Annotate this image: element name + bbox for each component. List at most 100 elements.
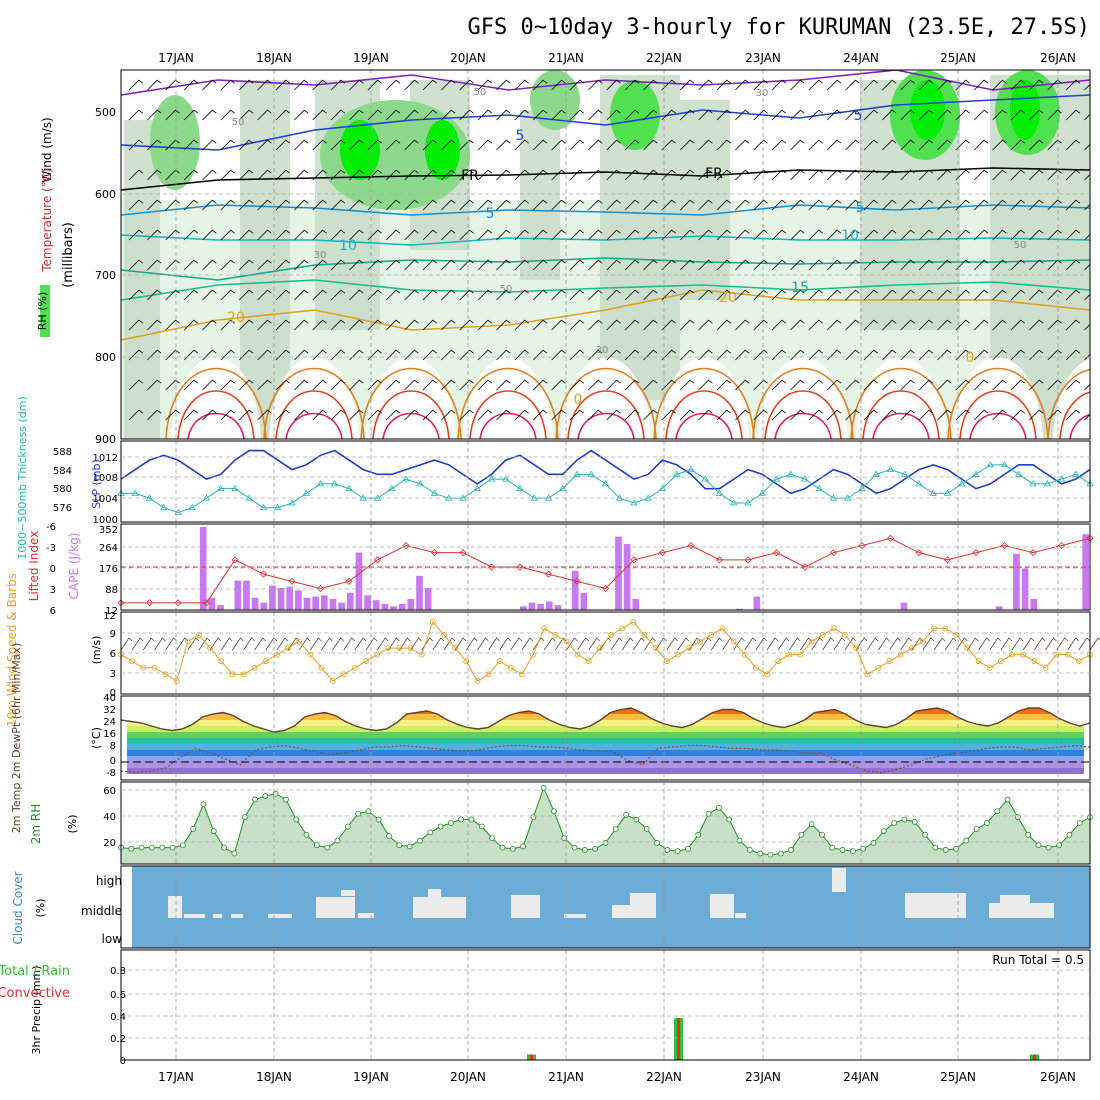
wind10-barb	[599, 637, 612, 651]
wind10-point	[441, 632, 447, 638]
wind-barb	[275, 199, 291, 211]
contour-label: 5	[486, 206, 495, 222]
wind-barb	[330, 199, 346, 211]
wind-barb	[477, 109, 493, 121]
wind-barb	[661, 229, 676, 241]
wind10-point	[786, 651, 793, 658]
wind-barb	[643, 409, 658, 421]
wind-barb	[496, 109, 511, 121]
temp-color-band	[127, 720, 1084, 726]
thickness-point	[416, 480, 424, 487]
rh2m-point	[767, 851, 774, 858]
wind-barb	[753, 199, 768, 211]
dry-bell	[856, 357, 946, 439]
wind-barb	[937, 109, 952, 121]
wind10-barb	[844, 637, 857, 651]
wind10-point	[574, 651, 581, 658]
wind-barb	[882, 319, 897, 331]
wind10-barb	[298, 637, 311, 651]
thickness-point	[1015, 470, 1023, 477]
wind10-barb	[777, 637, 790, 651]
wind-barb	[1010, 349, 1026, 361]
wind-barb	[1010, 259, 1026, 271]
wind-barb	[1029, 409, 1044, 421]
rh2m-point	[468, 816, 475, 823]
thickness-point	[758, 489, 766, 496]
wind-barb	[679, 169, 695, 181]
wind-barb	[477, 409, 493, 421]
temp-contour-warm	[479, 412, 537, 439]
wind-barb	[661, 409, 676, 421]
wind-barb	[459, 199, 474, 211]
wind-barb	[845, 169, 860, 181]
precip-label-total: Total / Rain	[0, 964, 70, 979]
wind10-unit: (m/s)	[90, 636, 103, 665]
rh2m-point	[1025, 831, 1032, 838]
wind10-barb	[454, 637, 467, 651]
wind-barb	[992, 139, 1007, 151]
wind-barb	[992, 379, 1007, 391]
wind-barb	[165, 229, 180, 241]
rh2m-point	[551, 808, 557, 815]
run-total: Run Total = 0.5	[992, 953, 1084, 967]
wind-barb	[588, 169, 603, 181]
cape-bar	[424, 588, 432, 610]
wind-barb	[955, 169, 970, 181]
wind-barb	[569, 199, 585, 211]
rh2m-point	[138, 844, 145, 851]
wind-barb	[477, 229, 493, 241]
wind-barb	[826, 409, 842, 421]
wind-barb	[937, 169, 952, 181]
contour-label: 30	[756, 88, 769, 99]
wind-barb	[404, 199, 419, 211]
cape-bar	[303, 597, 311, 610]
wind-barb	[826, 139, 842, 151]
upper-ytick: 600	[95, 188, 116, 201]
thickness-point	[901, 470, 909, 477]
wind-barb	[496, 79, 511, 91]
wind-barb	[753, 289, 768, 301]
wind10-point	[1075, 658, 1082, 665]
wind-barb	[790, 139, 805, 151]
wind10-barb	[254, 637, 266, 651]
wind10-barb	[677, 637, 690, 651]
wind-barb	[422, 169, 438, 181]
wind-barb	[441, 409, 456, 421]
wind-barb	[477, 259, 493, 271]
wind-barb	[845, 109, 860, 121]
wind-barb	[955, 229, 970, 241]
wind-barb	[202, 169, 217, 181]
wind-barb	[698, 229, 713, 241]
wind-barb	[937, 229, 952, 241]
wind-barb	[679, 259, 695, 271]
wind-barb	[220, 319, 235, 331]
lifted-index-point	[288, 577, 296, 585]
temp-contour-warm	[165, 367, 267, 439]
wind-barb	[514, 409, 529, 421]
wind10-barb	[989, 637, 1002, 651]
thickness-point	[188, 503, 196, 511]
wind10-point	[1053, 651, 1060, 658]
rh2m-point	[922, 831, 928, 838]
wind10-point	[697, 638, 704, 645]
temp-color-band	[127, 762, 1084, 768]
wind10-barb	[321, 637, 333, 651]
wind10-barb	[376, 637, 389, 651]
thickness-point	[872, 470, 880, 477]
thickness-point	[559, 484, 567, 492]
wind-barb	[441, 139, 456, 151]
rh2m-point	[406, 843, 413, 850]
wind10-point	[452, 645, 459, 651]
rh2m-point	[478, 823, 485, 830]
wind-barb	[220, 109, 235, 121]
wind10-point	[619, 625, 626, 632]
wind-barb	[900, 319, 915, 331]
wind10-point	[630, 618, 637, 625]
cloud-block	[413, 897, 466, 918]
thickness-point	[929, 489, 937, 496]
wind-barb	[624, 379, 640, 391]
wind10-barb	[220, 637, 233, 651]
wind-barb	[882, 409, 897, 421]
wind-barb	[514, 109, 529, 121]
temp-mask	[121, 696, 1090, 732]
